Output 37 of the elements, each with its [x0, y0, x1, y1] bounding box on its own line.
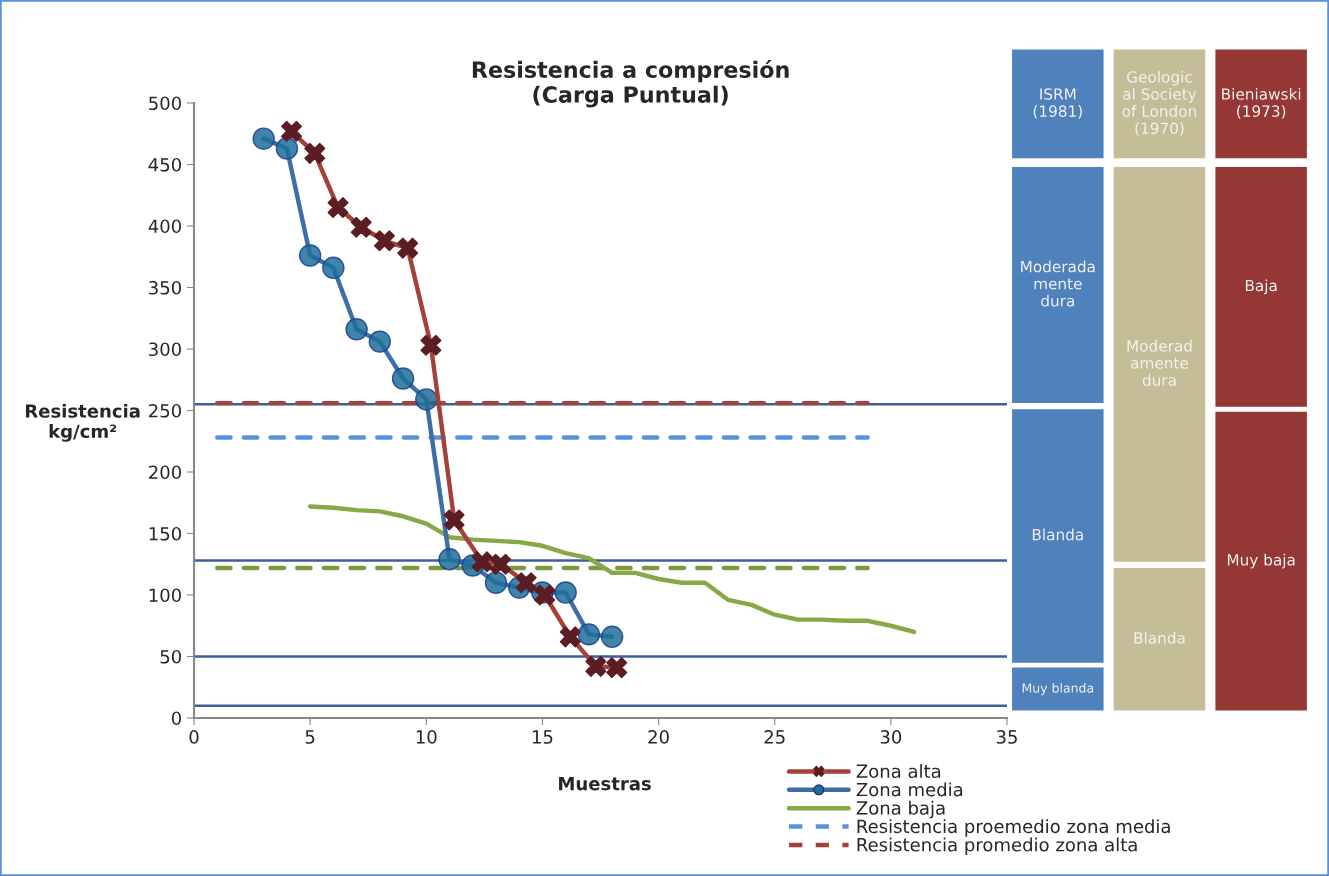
legend-label: Zona alta — [856, 764, 941, 778]
data-label: Muy blanda — [1022, 683, 1094, 696]
y-tick-label: 150 — [149, 526, 181, 541]
data-label: Moderada mente dura — [1021, 260, 1095, 307]
y-tick-label: 400 — [148, 219, 181, 234]
y-tick-label: 100 — [149, 588, 181, 603]
data-label: Moderad amente dura — [1127, 339, 1192, 386]
x-axis-title: Muestras — [559, 776, 651, 791]
y-tick-label: 450 — [148, 157, 181, 172]
y-tick-label: 300 — [149, 342, 181, 357]
y-tick-label: 250 — [149, 403, 181, 418]
y-axis-title: Resistencia kg/cm² — [25, 403, 140, 442]
x-tick-label: 20 — [648, 730, 669, 744]
y-tick-label: 500 — [149, 96, 181, 111]
x-tick-label: 0 — [189, 730, 199, 744]
data-label: Blanda — [1032, 528, 1083, 541]
data-label: Blanda — [1134, 631, 1185, 644]
chart-title: Resistencia a compresión (Carga Puntual) — [472, 59, 789, 108]
legend-label: Resistencia promedio zona alta — [857, 837, 1137, 856]
category-label: Geologic al Society of London (1970) — [1122, 70, 1197, 136]
x-tick-label: 30 — [880, 730, 902, 744]
y-tick-label: 0 — [171, 711, 181, 726]
category-label: ISRM (1981) — [1033, 88, 1082, 119]
legend-label: Zona media — [856, 782, 963, 797]
x-tick-label: 10 — [416, 730, 437, 744]
legend-label: Resistencia proemedio zona media — [857, 819, 1170, 837]
y-tick-label: 350 — [149, 280, 181, 295]
y-tick-label: 200 — [149, 465, 181, 480]
x-tick-label: 35 — [996, 730, 1017, 744]
data-label: Baja — [1245, 279, 1277, 295]
y-tick-label: 50 — [160, 649, 181, 664]
x-tick-label: 15 — [532, 730, 553, 744]
x-tick-label: 5 — [305, 730, 315, 744]
category-label: Bieniawski (1973) — [1222, 87, 1301, 119]
data-label: Muy baja — [1227, 553, 1295, 569]
x-tick-label: 25 — [764, 730, 785, 744]
legend-label: Zona baja — [856, 800, 945, 819]
